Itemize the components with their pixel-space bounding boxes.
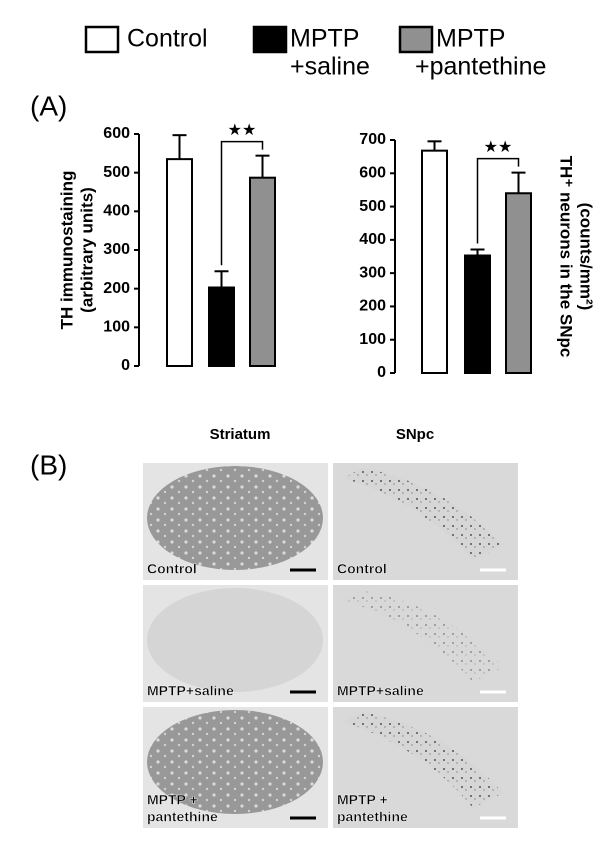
cell-band	[343, 468, 503, 560]
bar	[249, 176, 276, 367]
y-tick-label: 600	[103, 125, 130, 142]
bar	[464, 254, 491, 375]
y-tick-label: 400	[359, 231, 386, 248]
tissue	[147, 710, 323, 814]
y-tick-label: 600	[359, 165, 386, 182]
y-tick-label: 500	[359, 198, 386, 215]
micrograph-label: MPTP+saline	[147, 683, 234, 699]
y-tick-label: 300	[103, 241, 130, 258]
significance-label: ★★	[228, 122, 257, 139]
y-axis-label: TH immunostaining	[57, 171, 76, 330]
y-tick-label: 300	[359, 264, 386, 281]
micrograph-label: Control	[147, 561, 197, 577]
bar	[505, 192, 532, 374]
bar	[208, 286, 235, 367]
micrograph-label: MPTP+saline	[337, 683, 424, 699]
panel-label: (A)	[30, 90, 67, 121]
significance-label: ★★	[484, 139, 513, 156]
cell-band	[343, 712, 503, 808]
legend-swatch	[252, 25, 288, 54]
micrograph-label: MPTP +	[337, 792, 388, 808]
y-tick-label: 0	[121, 357, 130, 374]
tissue	[147, 588, 323, 692]
cell-band	[343, 590, 503, 682]
micrograph-label: Control	[337, 561, 387, 577]
legend-label: MPTP	[436, 25, 505, 53]
tissue	[147, 466, 323, 570]
panel-label: (B)	[30, 449, 67, 480]
legend-label: MPTP	[290, 25, 359, 53]
y-axis-label: TH⁺ neurons in the SNpc	[557, 156, 576, 358]
y-tick-label: 500	[103, 164, 130, 181]
y-tick-label: 0	[377, 364, 386, 381]
y-tick-label: 100	[359, 331, 386, 348]
y-tick-label: 700	[359, 131, 386, 148]
legend-swatch	[398, 25, 434, 54]
y-tick-label: 400	[103, 203, 130, 220]
column-header: Striatum	[210, 426, 271, 443]
legend-label: +saline	[290, 53, 370, 81]
y-tick-label: 200	[103, 280, 130, 297]
bar	[166, 158, 193, 367]
column-header: SNpc	[396, 426, 434, 443]
significance-bracket	[476, 157, 520, 244]
legend-label: +pantethine	[415, 53, 546, 81]
y-tick-label: 200	[359, 298, 386, 315]
micrograph-label: pantethine	[147, 809, 218, 825]
micrograph-label: MPTP +	[147, 792, 198, 808]
significance-bracket	[220, 140, 264, 266]
y-axis-label: (arbitrary units)	[77, 187, 96, 313]
legend-swatch	[84, 25, 120, 54]
micrograph-label: pantethine	[337, 809, 408, 825]
legend-label: Control	[127, 25, 208, 53]
bar	[421, 149, 448, 374]
y-tick-label: 100	[103, 319, 130, 336]
y-axis-label: (counts/mm²)	[577, 203, 596, 311]
